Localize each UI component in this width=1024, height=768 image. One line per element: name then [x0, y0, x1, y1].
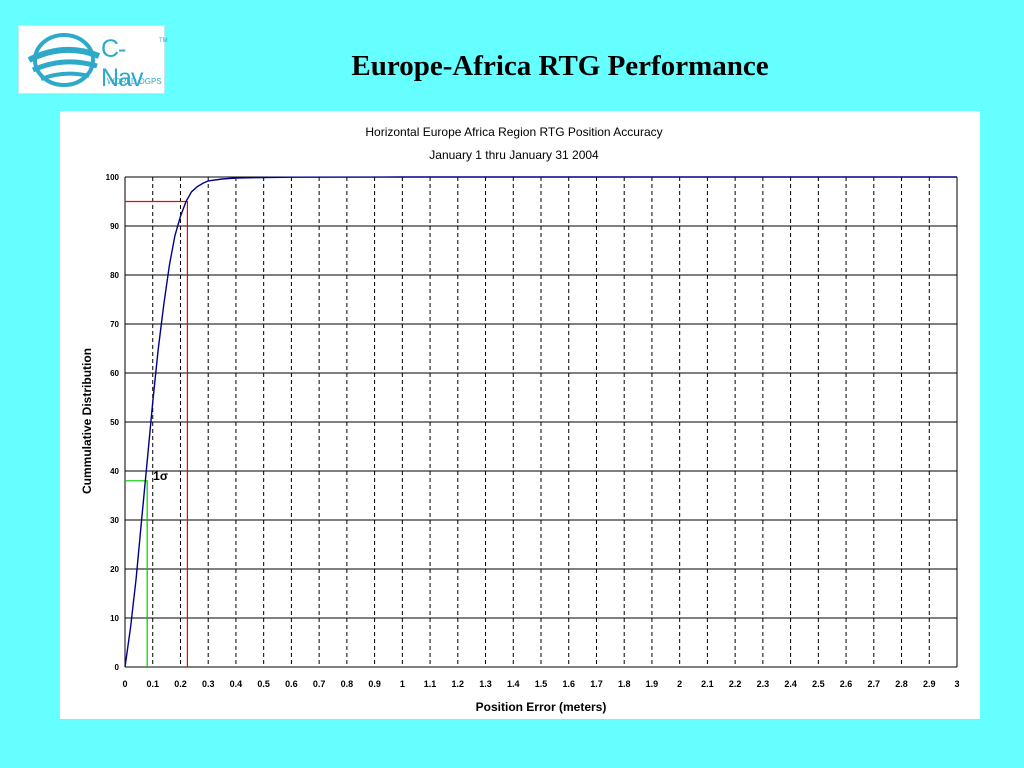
x-tick-label: 2.5 [812, 679, 825, 689]
x-tick-label: 0.9 [368, 679, 381, 689]
y-tick-label: 100 [106, 173, 120, 182]
y-tick-label: 70 [110, 320, 119, 329]
cumulative-distribution-line [124, 176, 957, 668]
x-tick-label: 1.4 [507, 679, 520, 689]
x-tick-label: 1.7 [590, 679, 603, 689]
x-tick-label: 3 [954, 679, 959, 689]
logo-subtitle: WORLD DGPS [107, 77, 162, 86]
x-tick-label: 1.6 [562, 679, 575, 689]
x-tick-label: 0.6 [285, 679, 298, 689]
x-tick-label: 1.5 [535, 679, 548, 689]
y-tick-label: 60 [110, 369, 119, 378]
x-tick-label: 0.7 [313, 679, 326, 689]
x-tick-label: 0.4 [230, 679, 243, 689]
logo-wordmark: C-Nav [101, 35, 143, 92]
x-tick-label: 2 [677, 679, 682, 689]
x-tick-label: 1.3 [479, 679, 492, 689]
y-tick-label: 90 [110, 222, 119, 231]
sigma-label: 1σ [153, 469, 168, 483]
chart-title: Horizontal Europe Africa Region RTG Posi… [365, 125, 662, 139]
y-tick-label: 30 [110, 516, 119, 525]
x-axis-label: Position Error (meters) [476, 700, 607, 714]
x-tick-label: 0.2 [174, 679, 187, 689]
chart-subtitle: January 1 thru January 31 2004 [429, 148, 599, 162]
globe-icon [27, 33, 101, 87]
chart-panel: Horizontal Europe Africa Region RTG Posi… [60, 111, 980, 719]
accuracy-chart: Horizontal Europe Africa Region RTG Posi… [80, 125, 960, 714]
markers: 1σ [125, 200, 189, 667]
y-tick-label: 80 [110, 271, 119, 280]
percentile-95-marker [125, 200, 189, 667]
y-axis-label: Cummulative Distribution [80, 348, 94, 494]
sigma-marker [125, 480, 148, 667]
x-tick-label: 0.5 [257, 679, 270, 689]
x-tick-label: 2.4 [784, 679, 797, 689]
x-tick-label: 1.8 [618, 679, 631, 689]
x-tick-label: 2.1 [701, 679, 714, 689]
cnav-logo: C-Nav TM WORLD DGPS [18, 25, 168, 94]
logo-trademark: TM [159, 38, 168, 44]
x-tick-label: 2.7 [868, 679, 881, 689]
y-tick-label: 40 [110, 467, 119, 476]
x-tick-label: 2.3 [757, 679, 770, 689]
x-tick-label: 2.9 [923, 679, 936, 689]
x-tick-label: 1.2 [452, 679, 465, 689]
y-tick-label: 20 [110, 565, 119, 574]
x-tick-label: 0 [122, 679, 127, 689]
y-tick-label: 0 [115, 663, 120, 672]
x-tick-label: 0.3 [202, 679, 215, 689]
x-tick-label: 1.1 [424, 679, 437, 689]
x-tick-label: 1 [400, 679, 405, 689]
x-tick-label: 0.8 [341, 679, 354, 689]
x-tick-label: 2.6 [840, 679, 853, 689]
x-tick-label: 2.8 [895, 679, 908, 689]
series-layer [124, 176, 957, 668]
tick-labels: 0 10 20 30 40 50 60 70 80 90 100 0 0.1 0.2 0.3 0.4 0.5 0.… [106, 173, 960, 689]
x-tick-label: 0.1 [146, 679, 159, 689]
x-tick-label: 2.2 [729, 679, 742, 689]
y-tick-label: 10 [110, 614, 119, 623]
grid [124, 176, 958, 668]
y-tick-label: 50 [110, 418, 119, 427]
x-tick-label: 1.9 [646, 679, 659, 689]
slide-title: Europe-Africa RTG Performance [351, 50, 769, 82]
